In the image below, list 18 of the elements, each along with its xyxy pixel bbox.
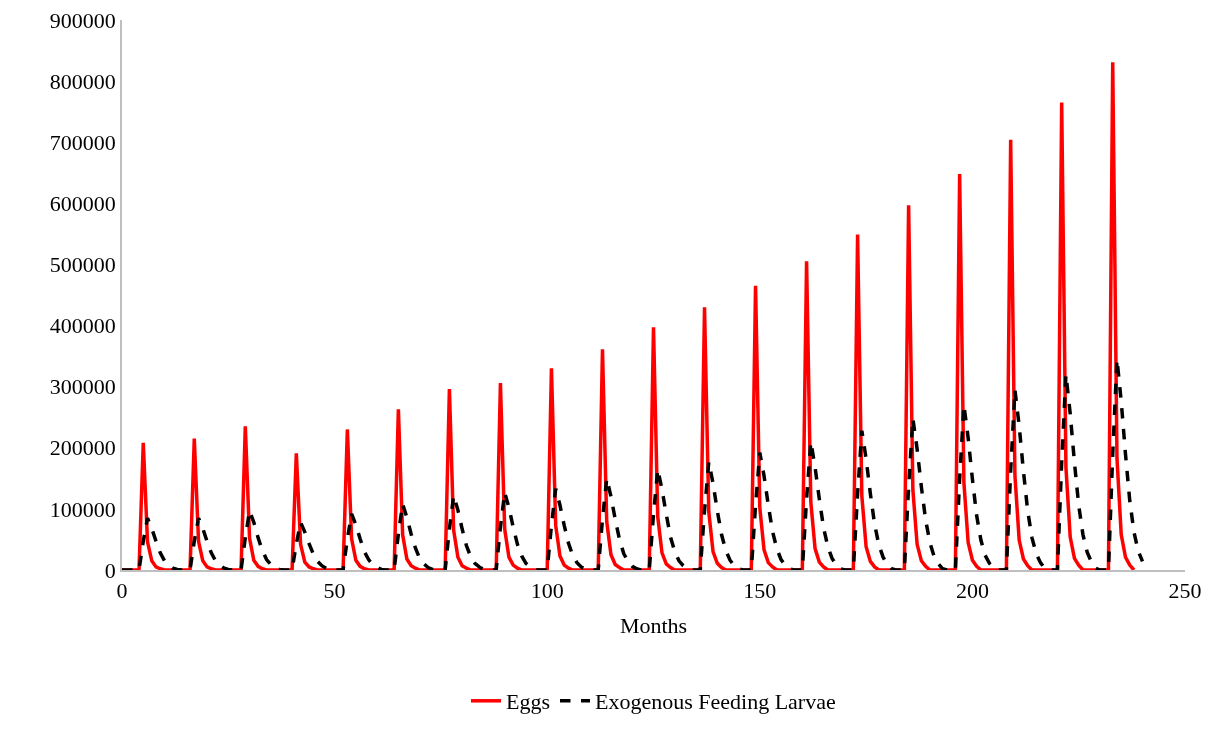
y-tick-label: 0 (104, 557, 116, 583)
y-tick-label: 700000 (49, 129, 116, 155)
x-tick-label: 100 (530, 578, 564, 604)
y-tick-label: 100000 (49, 496, 116, 522)
x-tick-label: 200 (955, 578, 989, 604)
y-tick-label: 300000 (49, 374, 116, 400)
y-tick-label: 200000 (49, 435, 116, 461)
y-tick-label: 900000 (49, 7, 116, 33)
y-tick-label: 600000 (49, 191, 116, 217)
x-tick-label: 250 (1168, 578, 1202, 604)
x-tick-label: 50 (323, 578, 346, 604)
legend-label: Eggs (506, 689, 550, 715)
legend-label: Exogenous Feeding Larvae (595, 689, 836, 715)
x-tick-label: 150 (743, 578, 777, 604)
y-tick-label: 800000 (49, 68, 116, 94)
y-tick-label: 500000 (49, 252, 116, 278)
x-axis-title: Months (619, 612, 688, 638)
y-tick-label: 400000 (49, 313, 116, 339)
